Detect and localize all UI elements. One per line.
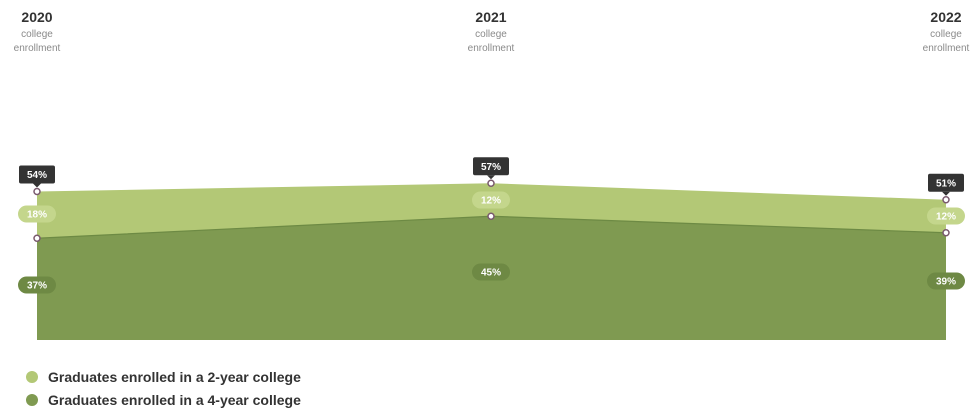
point-total-1 — [487, 179, 495, 187]
value-pill-4-year-0: 37% — [18, 276, 56, 294]
value-pill-4-year-1: 45% — [472, 263, 510, 281]
svg-text:45%: 45% — [481, 268, 501, 279]
svg-text:57%: 57% — [481, 162, 501, 173]
point-4-year-0 — [33, 234, 41, 242]
year-label-2022: 2022 — [930, 9, 961, 25]
svg-text:37%: 37% — [27, 281, 47, 292]
svg-text:51%: 51% — [936, 178, 956, 189]
legend-swatch-4-year — [26, 394, 38, 406]
legend-item-2-year[interactable]: Graduates enrolled in a 2-year college — [26, 366, 301, 388]
value-pill-4-year-2: 39% — [927, 272, 965, 290]
point-4-year-1 — [487, 212, 495, 220]
legend-swatch-2-year — [26, 371, 38, 383]
legend-item-4-year[interactable]: Graduates enrolled in a 4-year college — [26, 389, 301, 411]
point-4-year-2 — [942, 229, 950, 237]
total-label-0: 54% — [19, 165, 55, 188]
svg-text:54%: 54% — [27, 170, 47, 181]
year-label-2020: 2020 — [21, 9, 52, 25]
sub-label-line1-2022: college — [930, 29, 962, 40]
sub-label-line2-2020: enrollment — [14, 43, 61, 54]
total-label-1: 57% — [473, 157, 509, 180]
legend-label-2-year: Graduates enrolled in a 2-year college — [48, 369, 301, 385]
value-pill-2-year-1: 12% — [472, 191, 510, 209]
value-pill-2-year-2: 12% — [927, 207, 965, 225]
year-label-2021: 2021 — [475, 9, 506, 25]
sub-label-line1-2021: college — [475, 29, 507, 40]
total-label-2: 51% — [928, 173, 964, 196]
sub-label-line2-2021: enrollment — [468, 43, 515, 54]
svg-text:12%: 12% — [936, 212, 956, 223]
enrollment-area-chart: 2020 college enrollment 2021 college enrollme… — [14, 9, 970, 340]
svg-text:18%: 18% — [27, 210, 47, 221]
value-pill-2-year-0: 18% — [18, 205, 56, 223]
sub-label-line2-2022: enrollment — [923, 43, 970, 54]
sub-label-line1-2020: college — [21, 29, 53, 40]
svg-text:12%: 12% — [481, 196, 501, 207]
legend-label-4-year: Graduates enrolled in a 4-year college — [48, 392, 301, 408]
svg-text:39%: 39% — [936, 277, 956, 288]
chart-legend: Graduates enrolled in a 2-year college G… — [26, 366, 301, 412]
point-total-2 — [942, 196, 950, 204]
point-total-0 — [33, 187, 41, 196]
